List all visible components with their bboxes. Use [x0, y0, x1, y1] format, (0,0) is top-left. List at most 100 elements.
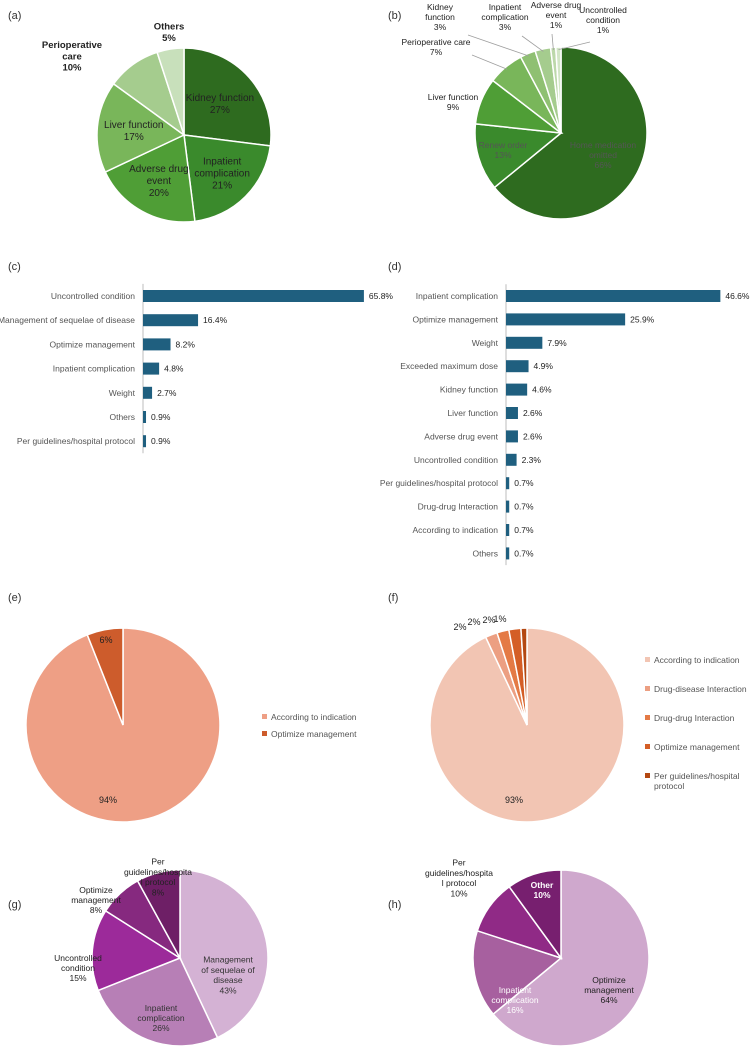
value-label: 16.4% — [203, 315, 228, 325]
legend-label: According to indication — [654, 655, 740, 665]
slice-label: Perioperative care 10% — [42, 40, 102, 74]
category-label: Others — [109, 412, 135, 422]
category-label: Adverse drug event — [424, 431, 498, 441]
value-label: 4.6% — [532, 385, 552, 395]
slice-label: Perioperative care 7% — [402, 37, 471, 57]
category-label: Inpatient complication — [416, 291, 498, 301]
pie-slice — [97, 957, 219, 1047]
slice-label: 94% — [99, 795, 117, 805]
category-label: Kidney function — [440, 385, 498, 395]
slice-label: Kidney function 27% — [186, 93, 254, 116]
pie-slice — [183, 134, 272, 223]
bar — [506, 524, 510, 536]
slice-label: Liver function 17% — [104, 120, 163, 143]
category-label: Others — [472, 548, 498, 558]
pie-slice — [136, 869, 181, 959]
category-label: Drug-drug Interaction — [418, 502, 499, 512]
value-label: 2.7% — [157, 388, 177, 398]
category-label: Management of sequelae of disease — [0, 315, 135, 325]
leader-line — [521, 35, 544, 52]
slice-label: Inpatient complication 26% — [137, 1003, 185, 1033]
slice-label: 2% — [467, 617, 480, 627]
value-label: 0.9% — [151, 412, 171, 422]
panel-label: (a) — [8, 10, 21, 22]
panel-a-pie-chart: (a) Kidney function 27% Inpatient complicati… — [8, 10, 272, 223]
bar — [506, 336, 543, 349]
bar — [506, 547, 510, 560]
leader-line — [467, 34, 529, 57]
bar — [143, 314, 199, 327]
legend-swatch — [645, 773, 650, 778]
bar — [143, 435, 147, 448]
legend-label: According to indication — [271, 712, 357, 722]
legend-swatch — [645, 744, 650, 749]
pie-slice — [554, 46, 562, 134]
category-label: According to indication — [412, 525, 498, 535]
value-label: 65.8% — [369, 291, 394, 301]
bar — [506, 453, 517, 466]
legend-swatch — [262, 714, 267, 719]
pie-slice — [474, 123, 563, 189]
bar — [143, 338, 171, 351]
slice-label: Inpatient complication 16% — [491, 985, 539, 1015]
legend-label: Drug-drug Interaction — [654, 713, 735, 723]
bar — [506, 360, 529, 373]
slice-label: Per guidelines/hospita l protocol 8% — [124, 857, 192, 898]
pie-slice — [179, 869, 269, 1039]
bar — [506, 407, 518, 419]
category-label: Liver function — [447, 408, 498, 418]
legend-label: Per guidelines/hospital protocol — [654, 771, 740, 791]
pie-slice — [183, 47, 272, 147]
category-label: Optimize management — [49, 339, 135, 349]
value-label: 2.6% — [523, 408, 543, 418]
bar — [143, 411, 147, 423]
category-label: Exceeded maximum dose — [400, 361, 498, 371]
panel-label: (g) — [8, 899, 21, 911]
panel-label: (d) — [388, 261, 401, 273]
panel-b-pie-chart: (b) Home medication omitted 66% Renew order 1… — [388, 0, 648, 220]
pie-slice — [91, 909, 182, 992]
pie-slice — [508, 869, 562, 961]
category-label: Uncontrolled condition — [51, 291, 135, 301]
category-label: Weight — [109, 388, 136, 398]
leader-line — [558, 41, 591, 51]
slice-label: 6% — [99, 635, 112, 645]
pie-slice — [86, 627, 124, 726]
category-label: Optimize management — [412, 314, 498, 324]
panel-label: (e) — [8, 592, 21, 604]
bar — [143, 362, 160, 375]
pie-slice — [156, 47, 185, 136]
legend-swatch — [645, 657, 650, 662]
slice-label: Kidney function 3% — [425, 2, 455, 32]
slice-label: Optimize management 64% — [584, 975, 634, 1005]
value-label: 46.6% — [725, 291, 750, 301]
value-label: 4.9% — [534, 361, 554, 371]
slice-label: Inpatient complication 21% — [194, 157, 250, 192]
panel-f-pie-chart: (f)93%2% 2% 2%1%According to indicationDru… — [388, 592, 747, 823]
panel-label: (f) — [388, 592, 398, 604]
slice-label: Optimize management 8% — [71, 885, 121, 915]
panel-label: (b) — [388, 10, 401, 22]
category-label: Per guidelines/hospital protocol — [380, 478, 498, 488]
slice-label: Renew order 13% — [479, 140, 528, 160]
slice-label: Uncontrolled condition 15% — [54, 953, 102, 983]
slice-label: Other 10% — [531, 880, 554, 900]
leader-line — [551, 33, 554, 50]
bar — [506, 477, 510, 490]
slice-label: Adverse drug event 1% — [531, 0, 582, 30]
value-label: 2.6% — [523, 431, 543, 441]
slice-label: Uncontrolled condition 1% — [579, 5, 627, 35]
value-label: 8.2% — [176, 339, 196, 349]
slice-label: Inpatient complication 3% — [481, 2, 529, 32]
slice-label: Per guidelines/hospita l protocol 10% — [425, 858, 493, 899]
bar — [506, 383, 528, 396]
slice-label: Management of sequelae of disease 43% — [201, 955, 255, 996]
legend-label: Optimize management — [654, 742, 740, 752]
pie-slice — [104, 133, 196, 223]
panel-g-pie-chart: (g) Management of sequelae of disease 43% Inp… — [8, 857, 269, 1047]
slice-label: Home medication omitted 66% — [570, 140, 636, 170]
pie-slice — [96, 82, 186, 174]
panel-e-pie-chart: (e) 94% 6% According to indication Optimize … — [8, 592, 357, 823]
panel-c-bar-chart: (c) Uncontrolled condition 65.8% Management… — [0, 261, 394, 454]
